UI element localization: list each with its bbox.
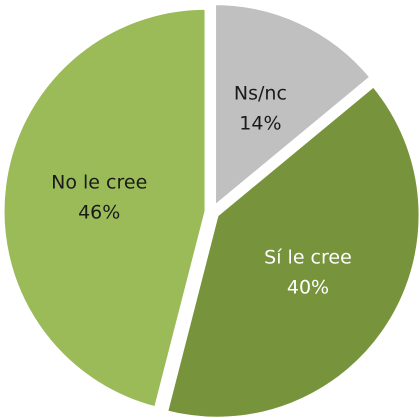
slice-label: Ns/nc xyxy=(234,83,287,105)
slice-value-label: 14% xyxy=(239,113,281,135)
pie-slice xyxy=(164,83,420,418)
pie-slice xyxy=(213,2,374,210)
pie-slice xyxy=(1,6,208,410)
slice-label: Sí le cree xyxy=(264,246,352,268)
slice-value-label: 40% xyxy=(287,276,329,298)
slice-value-label: 46% xyxy=(78,201,120,223)
slice-label: No le cree xyxy=(51,171,147,193)
